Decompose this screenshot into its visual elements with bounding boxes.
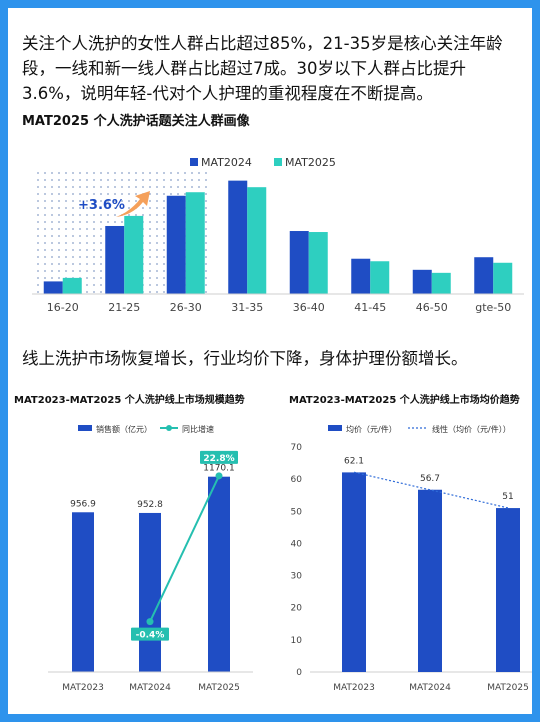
bar-mat2025-46-50	[431, 272, 451, 294]
average-price-chart: 均价（元/件） 线性（均价（元/件）） 0 10 20 30 40 50 60 70 62.1 MAT…	[291, 424, 532, 693]
legend-label-mat2025: MAT2025	[285, 156, 336, 169]
bar-sales-MAT2025	[208, 476, 230, 672]
growth-arrow-icon	[116, 191, 150, 217]
bar-mat2024-41-45	[351, 258, 371, 294]
growth-point-MAT2024	[146, 618, 154, 626]
legend-label-trend: 线性（均价（元/件））	[432, 424, 511, 434]
label-sales-MAT2025: 1170.1	[203, 464, 235, 474]
bar-mat2025-36-40	[308, 232, 328, 294]
bar-mat2025-26-30	[185, 192, 205, 294]
legend-swatch-mat2025	[274, 158, 282, 166]
x-tick-36-40: 36-40	[293, 301, 325, 314]
growth-label-MAT2024: -0.4%	[136, 631, 165, 641]
bar-sales-MAT2024	[139, 512, 161, 672]
market-size-chart: 销售额（亿元） 同比增速 956.9 MAT2023 952.8 MAT2024 1170.…	[48, 424, 253, 693]
bar-mat2025-16-20	[62, 277, 82, 294]
x-tick-MAT2024: MAT2024	[409, 683, 451, 693]
growth-label-bg-MAT2024	[131, 627, 169, 641]
bar-mat2024-31-35	[228, 180, 248, 294]
bar-price-MAT2023	[342, 472, 366, 672]
bar-sales-MAT2023	[72, 512, 94, 672]
growth-annotation: +3.6%	[78, 198, 125, 213]
bar-mat2024-26-30	[166, 195, 186, 294]
legend-label-growth: 同比增速	[182, 424, 214, 434]
x-tick-21-25: 21-25	[108, 301, 140, 314]
x-tick-MAT2025: MAT2025	[487, 683, 529, 693]
x-tick-31-35: 31-35	[231, 301, 263, 314]
legend-swatch-sales	[78, 425, 92, 431]
label-sales-MAT2024: 952.8	[137, 500, 163, 510]
bar-price-MAT2024	[418, 489, 442, 672]
y-tick-30: 30	[291, 572, 303, 582]
intro-paragraph: 关注个人洗护的女性人群占比超过85%，21-35岁是核心关注年龄段，一线和新一线…	[22, 34, 503, 103]
label-price-MAT2024: 56.7	[420, 474, 440, 484]
x-tick-MAT2023: MAT2023	[62, 683, 104, 693]
y-tick-20: 20	[291, 604, 303, 614]
x-tick-41-45: 41-45	[354, 301, 386, 314]
x-tick-46-50: 46-50	[416, 301, 448, 314]
bar-mat2024-46-50	[412, 269, 432, 294]
bar-mat2025-21-25	[124, 215, 144, 294]
legend-marker-growth	[166, 425, 172, 431]
x-tick-MAT2023: MAT2023	[333, 683, 375, 693]
growth-label-MAT2025: 22.8%	[203, 454, 234, 464]
label-price-MAT2025: 51	[502, 492, 513, 502]
growth-line	[149, 475, 220, 623]
growth-point-MAT2025	[215, 472, 223, 480]
y-tick-40: 40	[291, 539, 303, 549]
x-tick-MAT2025: MAT2025	[198, 683, 240, 693]
x-tick-MAT2024: MAT2024	[129, 683, 171, 693]
bar-mat2025-31-35	[247, 187, 267, 294]
legend-label-mat2024: MAT2024	[201, 156, 252, 169]
age-distribution-chart: MAT2024 MAT2025 16-20 21-25 26-30 31-35 36-40 4…	[32, 156, 524, 314]
legend-label-price: 均价（元/件）	[346, 424, 397, 434]
chart3-title: MAT2023-MAT2025 个人洗护线上市场均价趋势	[289, 395, 520, 406]
bar-mat2025-41-45	[370, 261, 390, 294]
y-tick-10: 10	[291, 636, 303, 646]
y-tick-0: 0	[296, 668, 302, 678]
x-tick-26-30: 26-30	[170, 301, 202, 314]
x-tick-16-20: 16-20	[47, 301, 79, 314]
bar-price-MAT2025	[496, 508, 520, 672]
section2-paragraph: 线上洗护市场恢复增长，行业均价下降，身体护理份额增长。	[22, 349, 468, 368]
y-tick-50: 50	[291, 507, 303, 517]
infographic-card: 关注个人洗护的女性人群占比超过85%，21-35岁是核心关注年龄段，一线和新一线…	[8, 8, 532, 714]
growth-label-bg-MAT2025	[200, 450, 238, 464]
chart2-title: MAT2023-MAT2025 个人洗护线上市场规模趋势	[14, 395, 245, 406]
bar-mat2024-16-20	[43, 281, 63, 294]
label-sales-MAT2023: 956.9	[70, 499, 96, 509]
bar-mat2024-21-25	[105, 225, 125, 294]
label-price-MAT2023: 62.1	[344, 456, 364, 466]
y-tick-70: 70	[291, 443, 303, 453]
legend-swatch-mat2024	[190, 158, 198, 166]
bar-mat2025-gte-50	[493, 262, 513, 294]
bar-mat2024-gte-50	[474, 257, 494, 294]
y-tick-60: 60	[291, 475, 303, 485]
chart1-title: MAT2025 个人洗护话题关注人群画像	[22, 114, 250, 129]
x-tick-gte-50: gte-50	[475, 301, 511, 314]
legend-label-sales: 销售额（亿元）	[96, 424, 152, 434]
bar-mat2024-36-40	[289, 231, 309, 294]
legend-swatch-price	[328, 425, 342, 431]
